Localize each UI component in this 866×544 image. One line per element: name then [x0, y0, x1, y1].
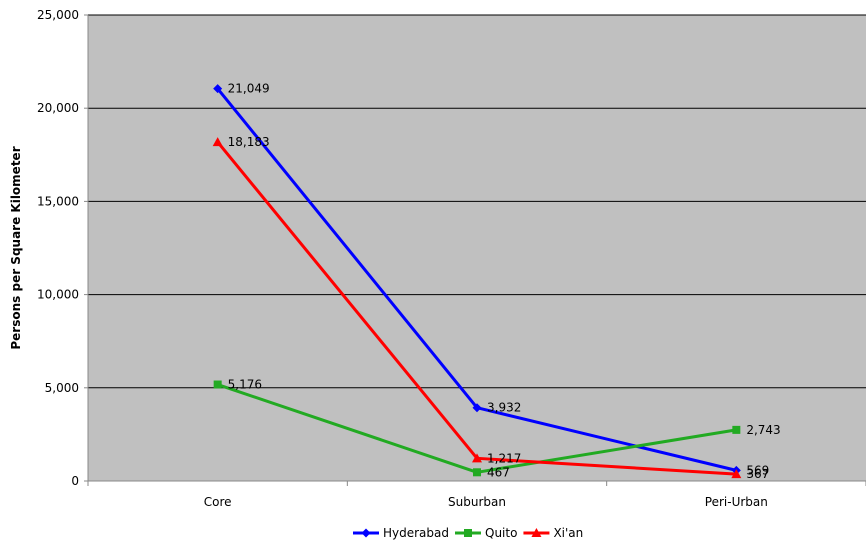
- legend-marker: [531, 528, 542, 537]
- data-label-xi-an: 367: [746, 467, 769, 481]
- legend-label: Xi'an: [553, 526, 583, 540]
- data-point-quito: [213, 380, 222, 389]
- y-axis: 0 5,000 10,000 15,000 20,000 25,000: [37, 8, 89, 488]
- data-point-xi-an: [212, 137, 223, 147]
- y-tick-label: 10,000: [37, 288, 79, 302]
- x-axis: Core Suburban Peri-Urban: [87, 480, 866, 509]
- y-axis-title: Persons per Square Kilometer: [9, 146, 23, 349]
- y-tick-label: 20,000: [37, 101, 79, 115]
- legend: Hyderabad Quito Xi'an: [353, 526, 583, 540]
- y-tick-label: 15,000: [37, 194, 79, 208]
- data-label-quito: 5,176: [228, 378, 262, 392]
- legend-marker: [361, 528, 371, 538]
- x-tick-label: Suburban: [448, 495, 506, 509]
- legend-item-quito: Quito: [455, 526, 517, 540]
- y-tick-label: 25,000: [37, 8, 79, 22]
- legend-item-hyderabad: Hyderabad: [353, 526, 449, 540]
- data-labels: 21,049 3,932 569 5,176 467 2,743 18,183 1,217 36…: [228, 82, 781, 482]
- legend-label: Quito: [485, 526, 517, 540]
- data-label-quito: 467: [487, 465, 510, 479]
- y-tick-label: 0: [71, 474, 79, 488]
- data-point-hyderabad: [472, 403, 482, 413]
- y-tick-label: 5,000: [45, 381, 79, 395]
- data-point-quito: [732, 425, 741, 434]
- legend-item-xi-an: Xi'an: [523, 526, 583, 540]
- data-point-quito: [473, 468, 481, 477]
- data-point-xi-an: [731, 469, 742, 479]
- data-point-xi-an: [472, 453, 482, 463]
- data-label-hyderabad: 21,049: [228, 82, 270, 96]
- data-point-hyderabad: [213, 84, 223, 94]
- legend-marker: [464, 529, 472, 537]
- data-label-xi-an: 1,217: [487, 451, 521, 465]
- data-label-xi-an: 18,183: [228, 135, 270, 149]
- data-label-quito: 2,743: [746, 423, 780, 437]
- data-label-hyderabad: 3,932: [487, 401, 521, 415]
- series-group: [212, 84, 742, 479]
- x-tick-label: Core: [204, 495, 232, 509]
- x-tick-label: Peri-Urban: [705, 495, 768, 509]
- legend-label: Hyderabad: [383, 526, 449, 540]
- data-label-hyderabad: 569: [746, 463, 769, 477]
